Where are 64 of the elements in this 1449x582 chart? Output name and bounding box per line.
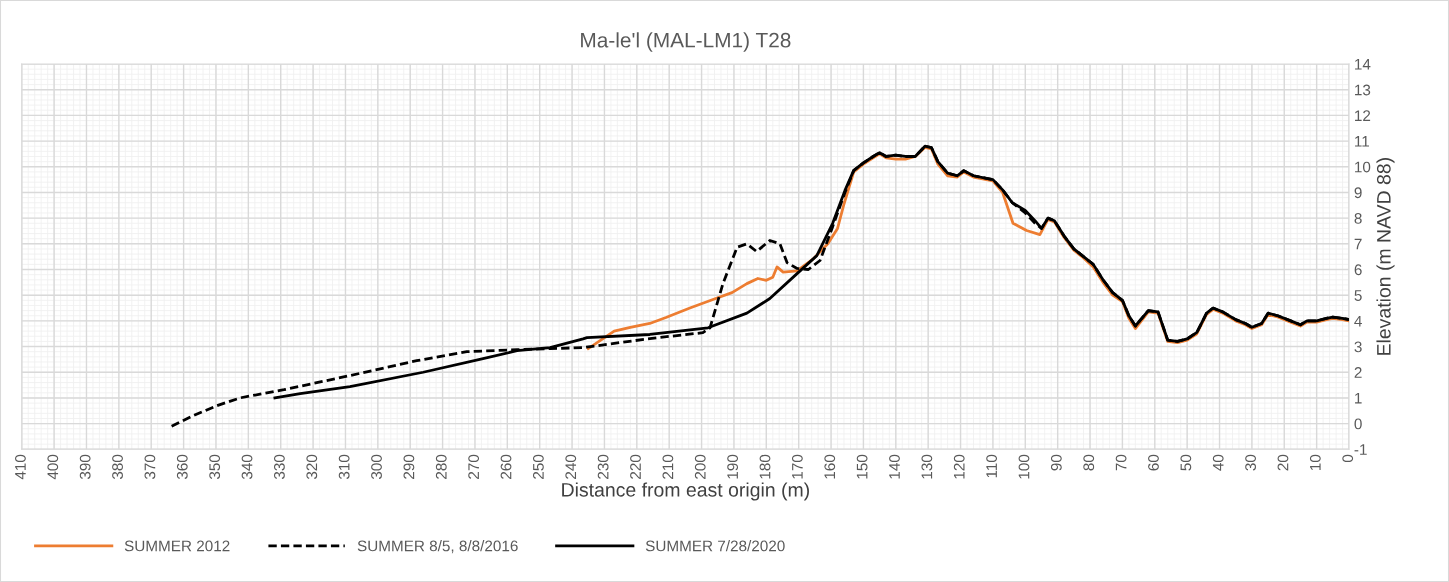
x-tick-label: 340	[241, 454, 253, 480]
x-tick-label: 130	[921, 454, 933, 479]
x-tick-label: 290	[403, 454, 415, 479]
legend-label: SUMMER 7/28/2020	[645, 540, 785, 552]
y-tick-label: 14	[1355, 59, 1371, 70]
y-tick-label: 3	[1354, 341, 1362, 353]
x-tick-label: 150	[856, 454, 868, 479]
x-tick-label: 40	[1212, 454, 1224, 471]
legend-label: SUMMER 8/5, 8/8/2016	[357, 540, 518, 554]
x-tick-label: 70	[1115, 454, 1127, 471]
y-tick-label: 4	[1354, 315, 1362, 327]
y-tick-label: 9	[1354, 187, 1362, 199]
x-tick-label: 400	[47, 454, 59, 480]
x-tick-label: 350	[209, 454, 221, 480]
x-tick-label: 170	[791, 454, 803, 479]
y-tick-label: 11	[1355, 136, 1369, 147]
y-tick-label: 5	[1354, 290, 1362, 301]
x-tick-label: 80	[1083, 454, 1095, 471]
x-tick-label: 90	[1050, 454, 1062, 471]
x-tick-label: 180	[759, 454, 771, 479]
x-tick-label: 410	[15, 454, 26, 480]
x-tick-label: 110	[986, 454, 998, 478]
x-tick-label: 270	[468, 454, 480, 479]
x-tick-label: 100	[1018, 454, 1030, 479]
x-tick-label: 390	[79, 454, 91, 480]
x-tick-label: 10	[1309, 454, 1321, 470]
y-tick-label: 8	[1354, 213, 1362, 224]
legend-label: SUMMER 2012	[124, 540, 230, 552]
y-axis-title: Elevation (m NAVD 88)	[1376, 158, 1395, 355]
x-tick-label: 380	[112, 454, 123, 480]
y-tick-label: -1	[1354, 444, 1367, 455]
x-tick-label: 140	[889, 454, 900, 479]
x-axis-title: Distance from east origin (m)	[562, 482, 809, 501]
y-tick-label: 10	[1355, 161, 1371, 173]
x-tick-label: 160	[824, 454, 836, 479]
x-tick-label: 320	[306, 454, 318, 480]
x-tick-label: 50	[1180, 454, 1192, 471]
y-tick-label: 2	[1354, 367, 1362, 378]
y-tick-label: 7	[1354, 238, 1362, 250]
chart-title: Ma-le'l (MAL-LM1) T28	[581, 32, 791, 52]
x-tick-label: 30	[1245, 454, 1256, 471]
x-tick-label: 330	[274, 454, 285, 480]
x-tick-label: 240	[565, 454, 577, 479]
y-tick-label: 6	[1354, 264, 1362, 276]
y-tick-label: 0	[1354, 418, 1362, 430]
y-tick-label: 1	[1355, 392, 1362, 404]
y-tick-label: 13	[1355, 84, 1371, 96]
x-tick-label: 230	[597, 454, 609, 479]
x-tick-label: 120	[953, 454, 965, 479]
x-tick-label: 210	[662, 454, 674, 479]
x-tick-label: 300	[371, 454, 382, 480]
x-tick-label: 360	[176, 454, 188, 480]
x-tick-label: 260	[500, 454, 512, 479]
x-tick-label: 60	[1148, 454, 1159, 471]
x-tick-label: 190	[727, 454, 739, 479]
x-tick-label: 20	[1277, 454, 1289, 471]
x-tick-label: 200	[694, 454, 706, 479]
x-tick-label: 220	[630, 454, 641, 479]
x-tick-label: 280	[435, 454, 447, 479]
x-tick-label: 310	[338, 454, 350, 480]
x-tick-label: 250	[532, 454, 544, 479]
x-tick-label: 0	[1342, 454, 1354, 463]
x-tick-label: 370	[144, 454, 156, 480]
y-tick-label: 12	[1355, 110, 1371, 121]
